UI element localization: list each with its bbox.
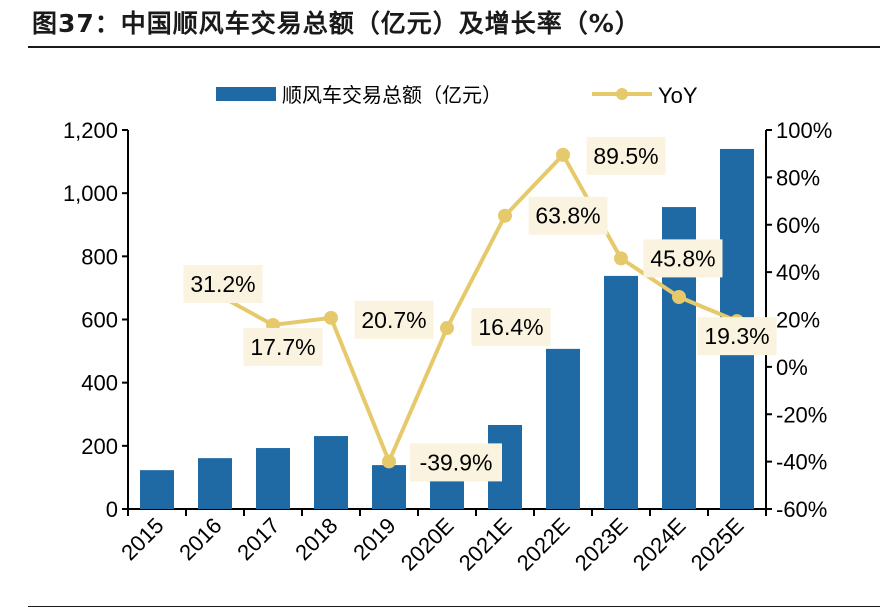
x-tick-label: 2015 [116, 513, 168, 565]
yoy-data-label: 16.4% [478, 314, 543, 340]
yoy-line [214, 152, 738, 464]
data-label-bg [586, 136, 666, 175]
bar-2023E [604, 275, 638, 509]
yoy-data-label: 19.3% [704, 323, 769, 349]
yoy-point-2023E [614, 251, 628, 266]
legend-bar-swatch [216, 87, 276, 101]
x-tick-label: 2017 [232, 513, 284, 565]
yoy-point-2024E [672, 289, 686, 304]
data-label-bg [471, 308, 551, 347]
yoy-data-label: 20.7% [361, 307, 426, 333]
data-label-bg [183, 264, 263, 303]
yoy-data-label: -39.9% [420, 449, 493, 475]
x-tick-label: 2022E [512, 513, 575, 576]
x-tick-label: 2019 [348, 513, 400, 565]
data-label-bg [697, 317, 777, 356]
bar-2015 [140, 470, 174, 509]
right-tick-label: -40% [776, 450, 827, 475]
data-label-bg [243, 327, 323, 366]
title-rule [28, 46, 880, 48]
left-tick-label: 1,000 [63, 181, 118, 206]
yoy-point-2019 [382, 454, 396, 469]
left-tick-label: 800 [81, 244, 118, 269]
legend-bar-label: 顺风车交易总额（亿元） [282, 84, 502, 107]
left-tick-label: 400 [81, 371, 118, 396]
yoy-data-label: 17.7% [250, 334, 315, 360]
right-tick-label: 40% [776, 260, 820, 285]
x-tick-label: 2024E [628, 513, 691, 576]
x-tick-label: 2025E [686, 513, 749, 576]
data-label-bg [354, 300, 434, 339]
right-tick-label: -20% [776, 402, 827, 427]
yoy-data-label: 45.8% [650, 245, 715, 271]
yoy-point-2018 [324, 310, 338, 325]
yoy-point-2020E [440, 321, 454, 336]
bar-2017 [256, 448, 290, 509]
legend-line-marker [616, 88, 628, 100]
data-label-bg [410, 443, 502, 482]
yoy-data-label: 31.2% [190, 271, 255, 297]
bar-2016 [198, 458, 232, 509]
x-tick-label: 2021E [454, 513, 517, 576]
x-tick-label: 2018 [290, 513, 342, 565]
right-tick-label: 60% [776, 213, 820, 238]
right-tick-label: 100% [776, 118, 832, 143]
data-label-bg [643, 239, 723, 278]
yoy-data-label: 63.8% [535, 203, 600, 229]
x-tick-label: 2016 [174, 513, 226, 565]
left-tick-label: 0 [106, 497, 118, 522]
right-tick-label: 0% [776, 355, 808, 380]
bar-2019 [372, 465, 406, 509]
chart-title: 图37：中国顺风车交易总额（亿元）及增长率（%） [32, 9, 641, 38]
right-tick-label: 20% [776, 308, 820, 333]
data-label-bg [528, 196, 608, 235]
left-tick-label: 600 [81, 308, 118, 333]
bottom-rule [28, 606, 880, 607]
x-tick-label: 2020E [396, 513, 459, 576]
left-tick-label: 200 [81, 434, 118, 459]
legend-line-label: YoY [658, 83, 698, 108]
right-tick-label: 80% [776, 165, 820, 190]
bar-2022E [546, 348, 580, 509]
yoy-point-2021E [498, 208, 512, 223]
bar-2018 [314, 436, 348, 509]
x-tick-label: 2023E [570, 513, 633, 576]
yoy-data-label: 89.5% [593, 143, 658, 169]
right-tick-label: -60% [776, 497, 827, 522]
left-tick-label: 1,200 [63, 118, 118, 143]
yoy-point-2022E [556, 147, 570, 162]
